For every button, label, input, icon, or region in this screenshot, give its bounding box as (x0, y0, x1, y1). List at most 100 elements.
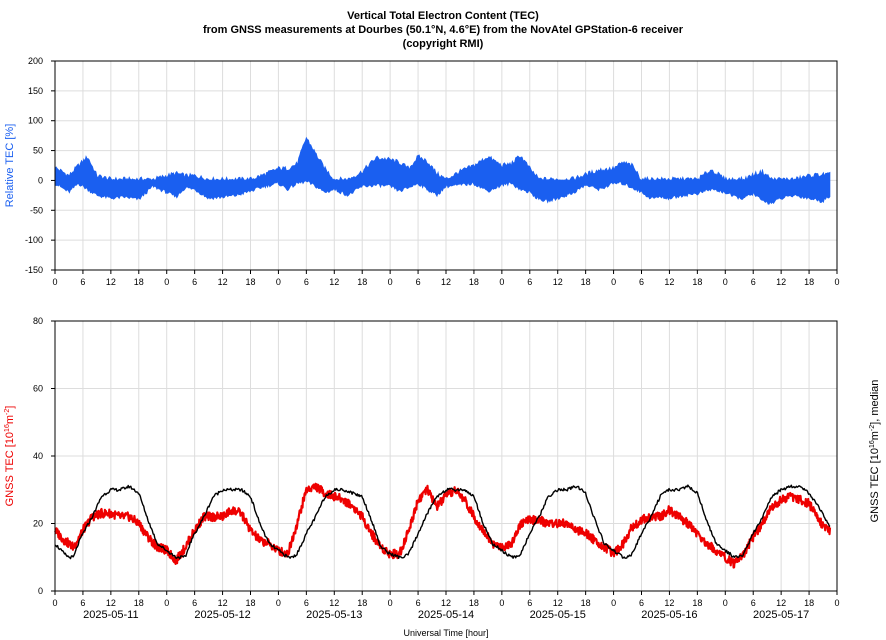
rel-ytick-label: 100 (28, 116, 43, 126)
gnss-tec-ylabel-part: m (4, 415, 16, 424)
tec-xtick-label: 6 (527, 598, 532, 608)
rel-xtick-label: 6 (80, 277, 85, 287)
rel-xtick-label: 12 (553, 277, 563, 287)
gnss-tec-ylabel-sup: 16 (4, 424, 11, 432)
median-ylabel-sup: -2 (869, 425, 876, 431)
tec-xtick-label: 0 (276, 598, 281, 608)
rel-ytick-label: -150 (25, 265, 43, 275)
rel-xtick-label: 6 (304, 277, 309, 287)
x-axis-label: Universal Time [hour] (403, 628, 488, 638)
relative-tec-panel: 200 150 100 50 0 -50 -100 -150 0 6 12 18 0 6 12 18 0 6 12 1… (4, 56, 840, 287)
rel-xtick-label: 0 (611, 277, 616, 287)
rel-xtick-label: 6 (416, 277, 421, 287)
rel-xtick-label: 0 (52, 277, 57, 287)
gnss-tec-ylabel: GNSS TEC [1016m-2] (4, 406, 16, 507)
tec-xtick-label: 12 (776, 598, 786, 608)
median-tec-line (54, 484, 831, 560)
rel-xtick-label: 12 (664, 277, 674, 287)
median-ylabel-part: GNSS TEC [10 (869, 448, 881, 522)
rel-xtick-label: 12 (441, 277, 451, 287)
tec-ytick-label: 0 (38, 586, 43, 596)
tec-xtick-label: 0 (723, 598, 728, 608)
rel-xtick-label: 12 (218, 277, 228, 287)
tec-xtick-label: 0 (388, 598, 393, 608)
tec-xtick-label: 18 (692, 598, 702, 608)
chart-title-line1: Vertical Total Electron Content (TEC) (347, 10, 539, 22)
rel-ytick-label: 50 (33, 146, 43, 156)
tec-xtick-label: 6 (751, 598, 756, 608)
tec-xtick-label: 18 (804, 598, 814, 608)
rel-xtick-label: 18 (469, 277, 479, 287)
tec-xtick-label: 0 (611, 598, 616, 608)
tec-xtick-label: 6 (192, 598, 197, 608)
rel-xtick-label: 18 (134, 277, 144, 287)
rel-ytick-label: -50 (30, 205, 43, 215)
relative-tec-band (54, 136, 831, 205)
tec-xtick-label: 18 (357, 598, 367, 608)
date-label: 2025-05-15 (530, 609, 586, 621)
tec-xtick-label: 12 (218, 598, 228, 608)
rel-xtick-label: 6 (639, 277, 644, 287)
rel-ytick-label: 0 (38, 175, 43, 185)
median-ylabel-part: ], median (869, 380, 881, 425)
chart-title-line3: (copyright RMI) (402, 38, 484, 50)
date-label: 2025-05-11 (83, 609, 138, 621)
rel-xtick-label: 12 (106, 277, 116, 287)
date-label: 2025-05-14 (418, 609, 474, 621)
date-label: 2025-05-16 (641, 609, 697, 621)
tec-xtick-label: 18 (134, 598, 144, 608)
median-tec-ylabel: GNSS TEC [1016m-2], median (869, 380, 881, 523)
tec-xtick-label: 6 (416, 598, 421, 608)
tec-xtick-label: 18 (581, 598, 591, 608)
rel-xtick-label: 0 (276, 277, 281, 287)
rel-ytick-label: 150 (28, 86, 43, 96)
rel-xtick-label: 0 (388, 277, 393, 287)
date-label: 2025-05-13 (306, 609, 362, 621)
rel-xtick-label: 6 (527, 277, 532, 287)
tec-xtick-label: 12 (553, 598, 563, 608)
date-label: 2025-05-17 (753, 609, 809, 621)
rel-xtick-label: 0 (834, 277, 839, 287)
rel-xtick-label: 12 (776, 277, 786, 287)
chart-title-line2: from GNSS measurements at Dourbes (50.1°… (202, 24, 684, 36)
gnss-tec-ylabel-sup: -2 (4, 409, 11, 415)
date-label: 2025-05-12 (194, 609, 250, 621)
tec-xtick-label: 12 (441, 598, 451, 608)
tec-ytick-label: 40 (33, 451, 43, 461)
median-ylabel-part: m (869, 431, 881, 440)
tec-xtick-label: 0 (164, 598, 169, 608)
rel-xtick-label: 0 (499, 277, 504, 287)
median-ylabel-sup: 16 (869, 440, 876, 448)
rel-xtick-label: 18 (804, 277, 814, 287)
rel-xtick-label: 12 (329, 277, 339, 287)
tec-xtick-label: 18 (245, 598, 255, 608)
gnss-tec-line (54, 482, 832, 569)
tec-xtick-label: 0 (52, 598, 57, 608)
gnss-tec-ylabel-part: ] (4, 406, 16, 409)
rel-xtick-label: 6 (751, 277, 756, 287)
tec-xtick-label: 0 (834, 598, 839, 608)
tec-ytick-label: 20 (33, 519, 43, 529)
tec-xtick-label: 12 (664, 598, 674, 608)
tec-xtick-label: 6 (639, 598, 644, 608)
rel-xtick-label: 0 (164, 277, 169, 287)
rel-xtick-label: 18 (357, 277, 367, 287)
rel-xtick-label: 18 (245, 277, 255, 287)
tec-ytick-label: 60 (33, 384, 43, 394)
rel-xtick-label: 6 (192, 277, 197, 287)
rel-xtick-label: 0 (723, 277, 728, 287)
rel-xtick-label: 18 (581, 277, 591, 287)
relative-tec-ylabel: Relative TEC [%] (4, 124, 16, 208)
gnss-tec-ylabel-part: GNSS TEC [10 (4, 432, 16, 506)
tec-xtick-label: 12 (329, 598, 339, 608)
tec-xtick-label: 18 (469, 598, 479, 608)
tec-xtick-label: 0 (499, 598, 504, 608)
rel-ytick-label: 200 (28, 56, 43, 66)
tec-ytick-label: 80 (33, 316, 43, 326)
tec-xtick-label: 6 (80, 598, 85, 608)
rel-ytick-label: -100 (25, 235, 43, 245)
tec-xtick-label: 6 (304, 598, 309, 608)
tec-xtick-label: 12 (106, 598, 116, 608)
